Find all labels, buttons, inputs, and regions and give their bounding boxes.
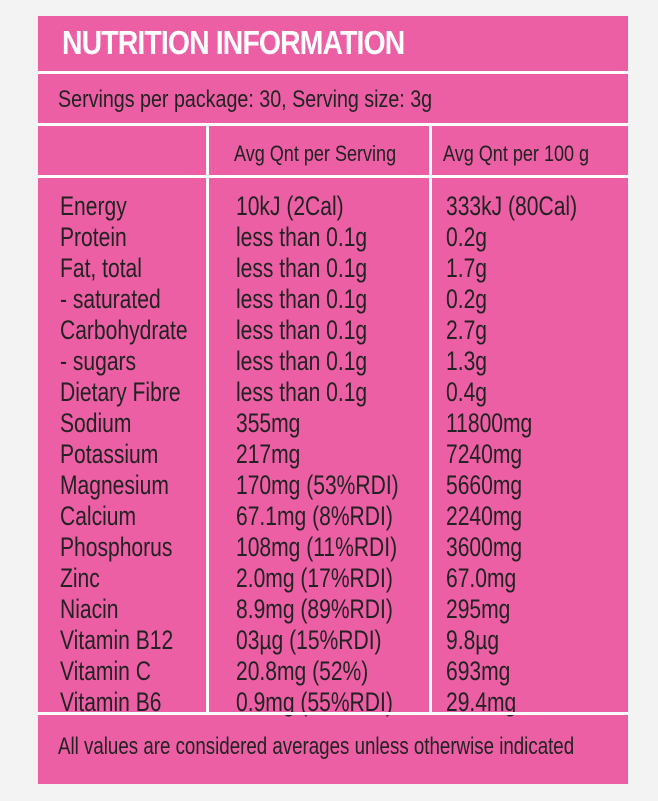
value-per-serving: 170mg (53%RDI): [236, 470, 399, 500]
nutrient-name: Potassium: [60, 439, 159, 469]
table-row: - saturated less than 0.1g 0.2g: [38, 284, 628, 315]
table-row: Phosphorus 108mg (11%RDI) 3600mg: [38, 532, 628, 563]
nutrient-name: Protein: [60, 222, 127, 252]
value-per-100g: 333kJ (80Cal): [446, 191, 578, 221]
table-row: Dietary Fibre less than 0.1g 0.4g: [38, 377, 628, 408]
serving-info-row: Servings per package: 30, Serving size: …: [38, 74, 628, 126]
panel-title: NUTRITION INFORMATION: [62, 24, 405, 61]
value-per-100g: 9.8µg: [446, 625, 500, 655]
nutrient-name: Phosphorus: [60, 532, 173, 562]
value-per-100g: 3600mg: [446, 532, 523, 562]
table-row: Fat, total less than 0.1g 1.7g: [38, 253, 628, 284]
nutrient-name: Carbohydrate: [60, 315, 188, 345]
value-per-100g: 67.0mg: [446, 563, 517, 593]
value-per-100g: 295mg: [446, 594, 511, 624]
table-row: Zinc 2.0mg (17%RDI) 67.0mg: [38, 563, 628, 594]
value-per-serving: 20.8mg (52%): [236, 656, 369, 686]
nutrient-name: - saturated: [60, 284, 161, 314]
column-header-per-100g: Avg Qnt per 100 g: [443, 141, 590, 166]
nutrient-name: - sugars: [60, 346, 137, 376]
column-divider: [429, 126, 432, 712]
value-per-serving: 217mg: [236, 439, 301, 469]
table-row: Magnesium 170mg (53%RDI) 5660mg: [38, 470, 628, 501]
column-header-per-serving: Avg Qnt per Serving: [234, 141, 397, 166]
table-row: - sugars less than 0.1g 1.3g: [38, 346, 628, 377]
value-per-serving: 03µg (15%RDI): [236, 625, 382, 655]
value-per-100g: 0.2g: [446, 284, 487, 314]
nutrient-name: Vitamin B12: [60, 625, 174, 655]
value-per-100g: 7240mg: [446, 439, 523, 469]
table-row: Niacin 8.9mg (89%RDI) 295mg: [38, 594, 628, 625]
table-row: Vitamin C 20.8mg (52%) 693mg: [38, 656, 628, 687]
value-per-serving: 10kJ (2Cal): [236, 191, 344, 221]
value-per-serving: 355mg: [236, 408, 301, 438]
value-per-serving: less than 0.1g: [236, 377, 368, 407]
value-per-100g: 693mg: [446, 656, 511, 686]
nutrient-table-body: Energy 10kJ (2Cal) 333kJ (80Cal) Protein les…: [38, 191, 628, 718]
value-per-100g: 2240mg: [446, 501, 523, 531]
table-row: Potassium 217mg 7240mg: [38, 439, 628, 470]
table-row: Vitamin B12 03µg (15%RDI) 9.8µg: [38, 625, 628, 656]
column-header-row: Avg Qnt per Serving Avg Qnt per 100 g: [38, 126, 628, 178]
value-per-serving: 67.1mg (8%RDI): [236, 501, 393, 531]
title-bar: NUTRITION INFORMATION: [38, 16, 628, 74]
value-per-serving: less than 0.1g: [236, 222, 368, 252]
nutrient-name: Niacin: [60, 594, 119, 624]
value-per-100g: 0.4g: [446, 377, 487, 407]
nutrient-name: Zinc: [60, 563, 100, 593]
table-row: Protein less than 0.1g 0.2g: [38, 222, 628, 253]
value-per-serving: less than 0.1g: [236, 253, 368, 283]
serving-info: Servings per package: 30, Serving size: …: [58, 86, 433, 113]
value-per-100g: 2.7g: [446, 315, 487, 345]
footer-row: All values are considered averages unles…: [38, 712, 628, 784]
value-per-serving: less than 0.1g: [236, 315, 368, 345]
value-per-100g: 1.7g: [446, 253, 487, 283]
value-per-100g: 11800mg: [446, 408, 533, 438]
nutrient-name: Calcium: [60, 501, 137, 531]
table-row: Carbohydrate less than 0.1g 2.7g: [38, 315, 628, 346]
footer-note: All values are considered averages unles…: [58, 733, 575, 760]
nutrient-name: Fat, total: [60, 253, 142, 283]
table-row: Sodium 355mg 11800mg: [38, 408, 628, 439]
column-divider: [206, 126, 209, 712]
table-row: Energy 10kJ (2Cal) 333kJ (80Cal): [38, 191, 628, 222]
value-per-serving: 8.9mg (89%RDI): [236, 594, 393, 624]
nutrition-information-panel: NUTRITION INFORMATION Servings per packa…: [38, 16, 628, 784]
value-per-serving: less than 0.1g: [236, 284, 368, 314]
nutrient-name: Magnesium: [60, 470, 169, 500]
value-per-100g: 1.3g: [446, 346, 487, 376]
value-per-serving: less than 0.1g: [236, 346, 368, 376]
table-row: Calcium 67.1mg (8%RDI) 2240mg: [38, 501, 628, 532]
nutrient-name: Vitamin C: [60, 656, 151, 686]
value-per-serving: 2.0mg (17%RDI): [236, 563, 393, 593]
nutrient-name: Dietary Fibre: [60, 377, 181, 407]
value-per-serving: 108mg (11%RDI): [236, 532, 398, 562]
nutrient-name: Energy: [60, 191, 127, 221]
value-per-100g: 0.2g: [446, 222, 487, 252]
nutrient-name: Sodium: [60, 408, 132, 438]
value-per-100g: 5660mg: [446, 470, 523, 500]
